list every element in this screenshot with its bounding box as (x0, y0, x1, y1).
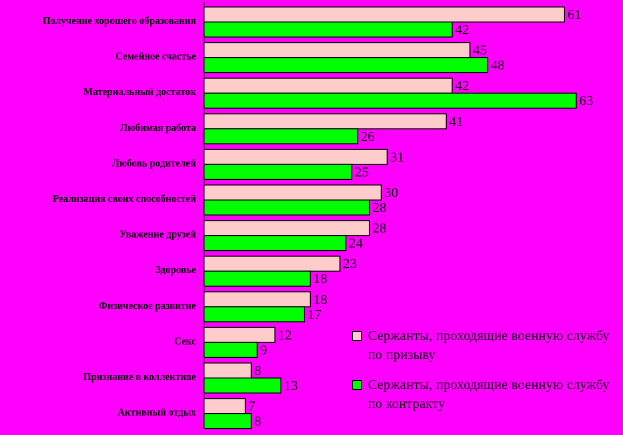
value-label-conscript: 61 (567, 8, 581, 23)
value-label-conscript: 12 (278, 328, 292, 343)
value-label-conscript: 7 (248, 400, 255, 415)
bar-contract (203, 128, 359, 145)
legend-label-contract: Сержанты, проходящие военную службу по к… (368, 377, 610, 411)
bar-conscript (203, 42, 471, 59)
value-label-contract: 13 (284, 379, 298, 394)
bar-contract (203, 92, 577, 109)
value-label-conscript: 23 (343, 257, 357, 272)
value-label-contract: 17 (307, 308, 321, 323)
bar-contract (203, 377, 282, 394)
bar-contract (203, 413, 252, 430)
bar-conscript (203, 398, 246, 415)
value-label-contract: 25 (355, 165, 369, 180)
bar-conscript (203, 326, 276, 343)
value-label-conscript: 41 (449, 115, 463, 130)
category-label: Материальный достаток (84, 87, 197, 98)
value-label-conscript: 28 (372, 222, 386, 237)
value-label-contract: 24 (349, 237, 363, 252)
value-label-conscript: 42 (455, 79, 469, 94)
bar-contract (203, 199, 370, 216)
value-label-contract: 48 (491, 59, 505, 74)
category-label: Любовь родителей (112, 158, 196, 169)
legend-label-conscript: Сержанты, проходящие военную службу по п… (368, 328, 610, 362)
category-label: Здоровье (155, 265, 196, 276)
category-label: Признание в коллективе (83, 372, 196, 383)
bar-conscript (203, 255, 341, 272)
bar-conscript (203, 220, 370, 237)
bar-conscript (203, 77, 453, 94)
value-label-conscript: 31 (390, 150, 404, 165)
bar-contract (203, 235, 347, 252)
value-label-conscript: 18 (313, 293, 327, 308)
value-label-contract: 42 (455, 23, 469, 38)
category-label: Физическое развитие (99, 301, 197, 312)
bar-contract (203, 270, 311, 287)
bar-contract (203, 306, 305, 323)
legend-item-contract: Сержанты, проходящие военную службу по к… (350, 375, 612, 413)
value-label-conscript: 8 (254, 364, 261, 379)
category-label: Реализация своих способностей (53, 194, 197, 205)
bar-conscript (203, 113, 447, 130)
bar-conscript (203, 6, 565, 23)
bar-contract (203, 163, 353, 180)
value-label-contract: 9 (260, 343, 267, 358)
category-label: Семейное счастье (116, 52, 197, 63)
bar-conscript (203, 291, 311, 308)
value-label-conscript: 45 (473, 44, 487, 59)
bar-conscript (203, 148, 388, 165)
bar-conscript (203, 184, 382, 201)
value-label-contract: 63 (579, 94, 593, 109)
legend-swatch-conscript (352, 331, 362, 341)
bar-conscript (203, 362, 252, 379)
value-label-contract: 28 (372, 201, 386, 216)
category-label: Любимая работа (120, 123, 196, 134)
legend-swatch-contract (352, 380, 362, 390)
chart-marks: Получение хорошего образования 61 42 Семейн… (43, 6, 593, 430)
bar-contract (203, 57, 489, 74)
bar-contract (203, 21, 453, 38)
value-label-contract: 18 (313, 272, 327, 287)
value-label-conscript: 30 (384, 186, 398, 201)
value-label-contract: 8 (254, 415, 261, 430)
category-label: Активный отдых (118, 408, 196, 419)
bar-contract (203, 341, 258, 358)
category-label: Секс (174, 336, 196, 347)
category-label: Получение хорошего образования (43, 16, 197, 27)
category-label: Уважение друзей (119, 230, 196, 241)
value-label-contract: 26 (361, 130, 375, 145)
legend: Сержанты, проходящие военную службу по п… (350, 326, 612, 424)
legend-item-conscript: Сержанты, проходящие военную службу по п… (350, 326, 612, 364)
